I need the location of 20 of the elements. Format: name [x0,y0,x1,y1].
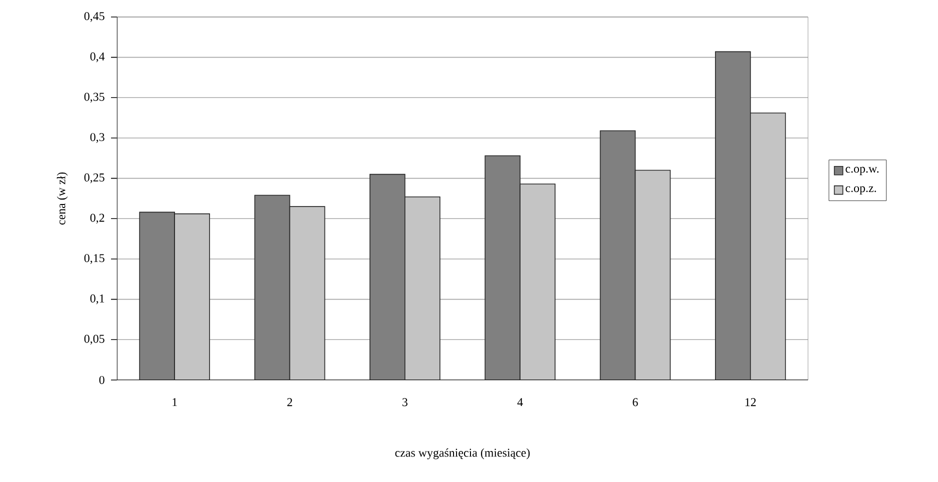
y-tick-label: 0,25 [84,173,104,184]
legend-label: c.op.z. [846,186,876,195]
x-tick-label: 2 [287,398,292,406]
y-tick-label: 0,15 [84,254,104,264]
x-tick-label: 12 [745,398,756,406]
y-tick-label: 0,45 [84,12,104,22]
x-tick-label: 4 [517,398,523,406]
y-tick-label: 0,05 [84,334,104,345]
y-tick-label: 0,1 [90,294,104,304]
y-tick-label: 0 [99,376,104,384]
y-tick-label: 0,35 [84,92,104,103]
y-axis-title: cena (w zł) [56,172,68,225]
y-tick-label: 0,4 [90,52,105,62]
y-tick-label: 0,2 [90,214,104,224]
legend-label: c.op.w. [846,166,879,176]
x-axis-title: czas wygaśnięcia (miesiące) [395,448,530,460]
y-tick-label: 0,3 [90,133,104,143]
x-tick-label: 3 [402,398,408,406]
x-tick-label: 1 [172,398,177,406]
x-tick-label: 6 [632,398,638,406]
